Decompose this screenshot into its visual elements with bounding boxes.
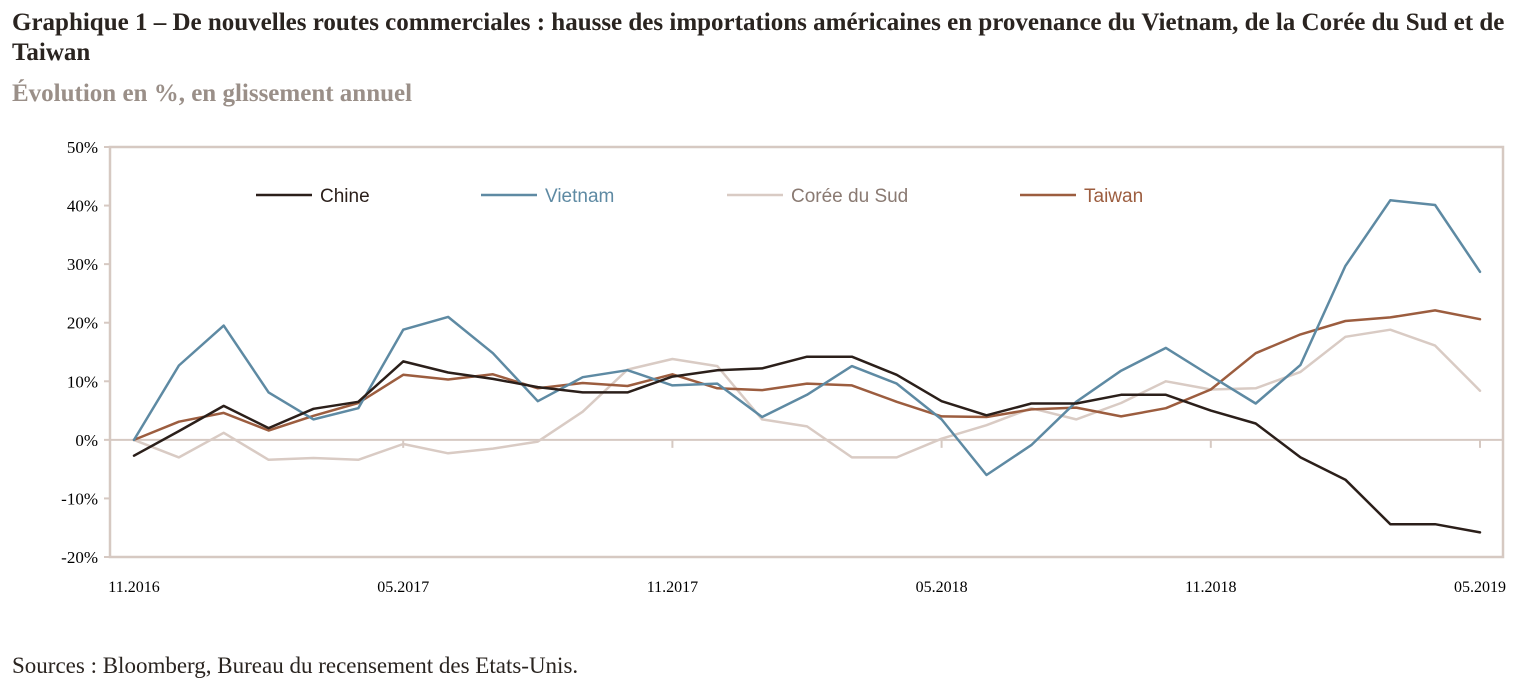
- legend-label-chine: Chine: [320, 186, 370, 207]
- y-tick-label: 0%: [75, 431, 98, 450]
- x-tick-label: 11.2016: [108, 579, 159, 596]
- series-line-coree-du-sud: [132, 328, 1482, 462]
- line-chart: -20% -10% 0% 10% 20% 30% 40% 50% 11.2016 05.2017 1…: [61, 138, 1506, 596]
- chart-source: Sources : Bloomberg, Bureau du recenseme…: [12, 653, 579, 678]
- series-line-vietnam: [132, 199, 1482, 477]
- x-tick-label: 05.2018: [916, 579, 968, 596]
- x-tick-label: 11.2018: [1185, 579, 1236, 596]
- y-tick-label: -20%: [61, 548, 98, 567]
- legend-label-coree-du-sud: Corée du Sud: [791, 186, 908, 207]
- x-tick-label: 05.2019: [1454, 579, 1506, 596]
- y-tick-label: -10%: [61, 489, 98, 508]
- legend-label-taiwan: Taiwan: [1084, 186, 1143, 207]
- y-tick-label: 20%: [67, 314, 98, 333]
- chart-title: Graphique 1 – De nouvelles routes commer…: [12, 9, 1505, 66]
- y-tick-label: 40%: [67, 197, 98, 216]
- series-line-taiwan: [132, 309, 1482, 442]
- x-tick-label: 11.2017: [647, 579, 698, 596]
- y-tick-label: 10%: [67, 372, 98, 391]
- y-tick-label: 30%: [67, 255, 98, 274]
- x-tick-label: 05.2017: [377, 579, 429, 596]
- plot-frame: [108, 145, 1505, 559]
- legend-label-vietnam: Vietnam: [545, 186, 614, 207]
- y-tick-label: 50%: [67, 138, 98, 157]
- chart-subtitle: Évolution en %, en glissement annuel: [12, 80, 413, 107]
- series-line-chine: [132, 355, 1482, 534]
